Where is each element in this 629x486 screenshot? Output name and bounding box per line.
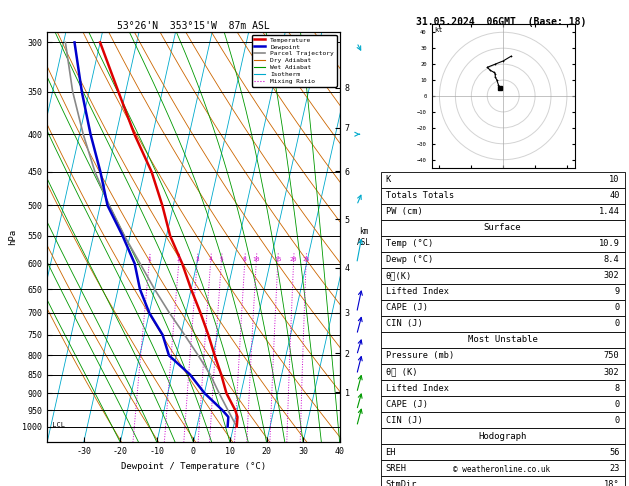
- Text: SREH: SREH: [386, 464, 406, 473]
- Text: Most Unstable: Most Unstable: [467, 335, 538, 345]
- Text: CAPE (J): CAPE (J): [386, 399, 428, 409]
- Text: θᴇ(K): θᴇ(K): [386, 271, 412, 280]
- Text: EH: EH: [386, 448, 396, 457]
- Title: 53°26'N  353°15'W  87m ASL: 53°26'N 353°15'W 87m ASL: [117, 21, 270, 31]
- Text: 56: 56: [609, 448, 620, 457]
- Text: 1.44: 1.44: [599, 207, 620, 216]
- Text: Totals Totals: Totals Totals: [386, 191, 454, 200]
- Text: 9: 9: [615, 287, 620, 296]
- Text: CIN (J): CIN (J): [386, 416, 422, 425]
- Text: 0: 0: [615, 319, 620, 329]
- Text: 3: 3: [195, 257, 199, 262]
- Text: 23: 23: [609, 464, 620, 473]
- Text: 10: 10: [609, 175, 620, 184]
- Text: 8.4: 8.4: [604, 255, 620, 264]
- Text: θᴇ (K): θᴇ (K): [386, 367, 417, 377]
- Text: Lifted Index: Lifted Index: [386, 287, 448, 296]
- Text: 25: 25: [303, 257, 310, 262]
- X-axis label: Dewpoint / Temperature (°C): Dewpoint / Temperature (°C): [121, 462, 266, 470]
- Text: 18°: 18°: [604, 480, 620, 486]
- Text: 2: 2: [177, 257, 181, 262]
- Text: 302: 302: [604, 367, 620, 377]
- Text: LCL: LCL: [48, 422, 65, 428]
- Text: 8: 8: [243, 257, 247, 262]
- Text: kt: kt: [435, 27, 443, 33]
- Text: 4: 4: [209, 257, 213, 262]
- Text: 0: 0: [615, 303, 620, 312]
- Text: CAPE (J): CAPE (J): [386, 303, 428, 312]
- Text: Surface: Surface: [484, 223, 521, 232]
- Text: 10.9: 10.9: [599, 239, 620, 248]
- Text: 20: 20: [290, 257, 298, 262]
- Text: 5: 5: [220, 257, 223, 262]
- Text: 0: 0: [615, 399, 620, 409]
- Text: 15: 15: [274, 257, 282, 262]
- Text: K: K: [386, 175, 391, 184]
- Text: Dewp (°C): Dewp (°C): [386, 255, 433, 264]
- Text: PW (cm): PW (cm): [386, 207, 422, 216]
- Text: StmDir: StmDir: [386, 480, 417, 486]
- Text: 10: 10: [252, 257, 260, 262]
- Text: 1: 1: [147, 257, 151, 262]
- Y-axis label: km
ASL: km ASL: [357, 227, 370, 246]
- Legend: Temperature, Dewpoint, Parcel Trajectory, Dry Adiabat, Wet Adiabat, Isotherm, Mi: Temperature, Dewpoint, Parcel Trajectory…: [252, 35, 337, 87]
- Text: 0: 0: [615, 416, 620, 425]
- Text: 302: 302: [604, 271, 620, 280]
- Text: Hodograph: Hodograph: [479, 432, 526, 441]
- Y-axis label: hPa: hPa: [8, 229, 17, 245]
- Text: Pressure (mb): Pressure (mb): [386, 351, 454, 361]
- Text: © weatheronline.co.uk: © weatheronline.co.uk: [453, 465, 550, 474]
- Text: 40: 40: [609, 191, 620, 200]
- Text: Temp (°C): Temp (°C): [386, 239, 433, 248]
- Text: 750: 750: [604, 351, 620, 361]
- Text: CIN (J): CIN (J): [386, 319, 422, 329]
- Text: 8: 8: [615, 383, 620, 393]
- Text: 31.05.2024  06GMT  (Base: 18): 31.05.2024 06GMT (Base: 18): [416, 17, 587, 27]
- Text: Lifted Index: Lifted Index: [386, 383, 448, 393]
